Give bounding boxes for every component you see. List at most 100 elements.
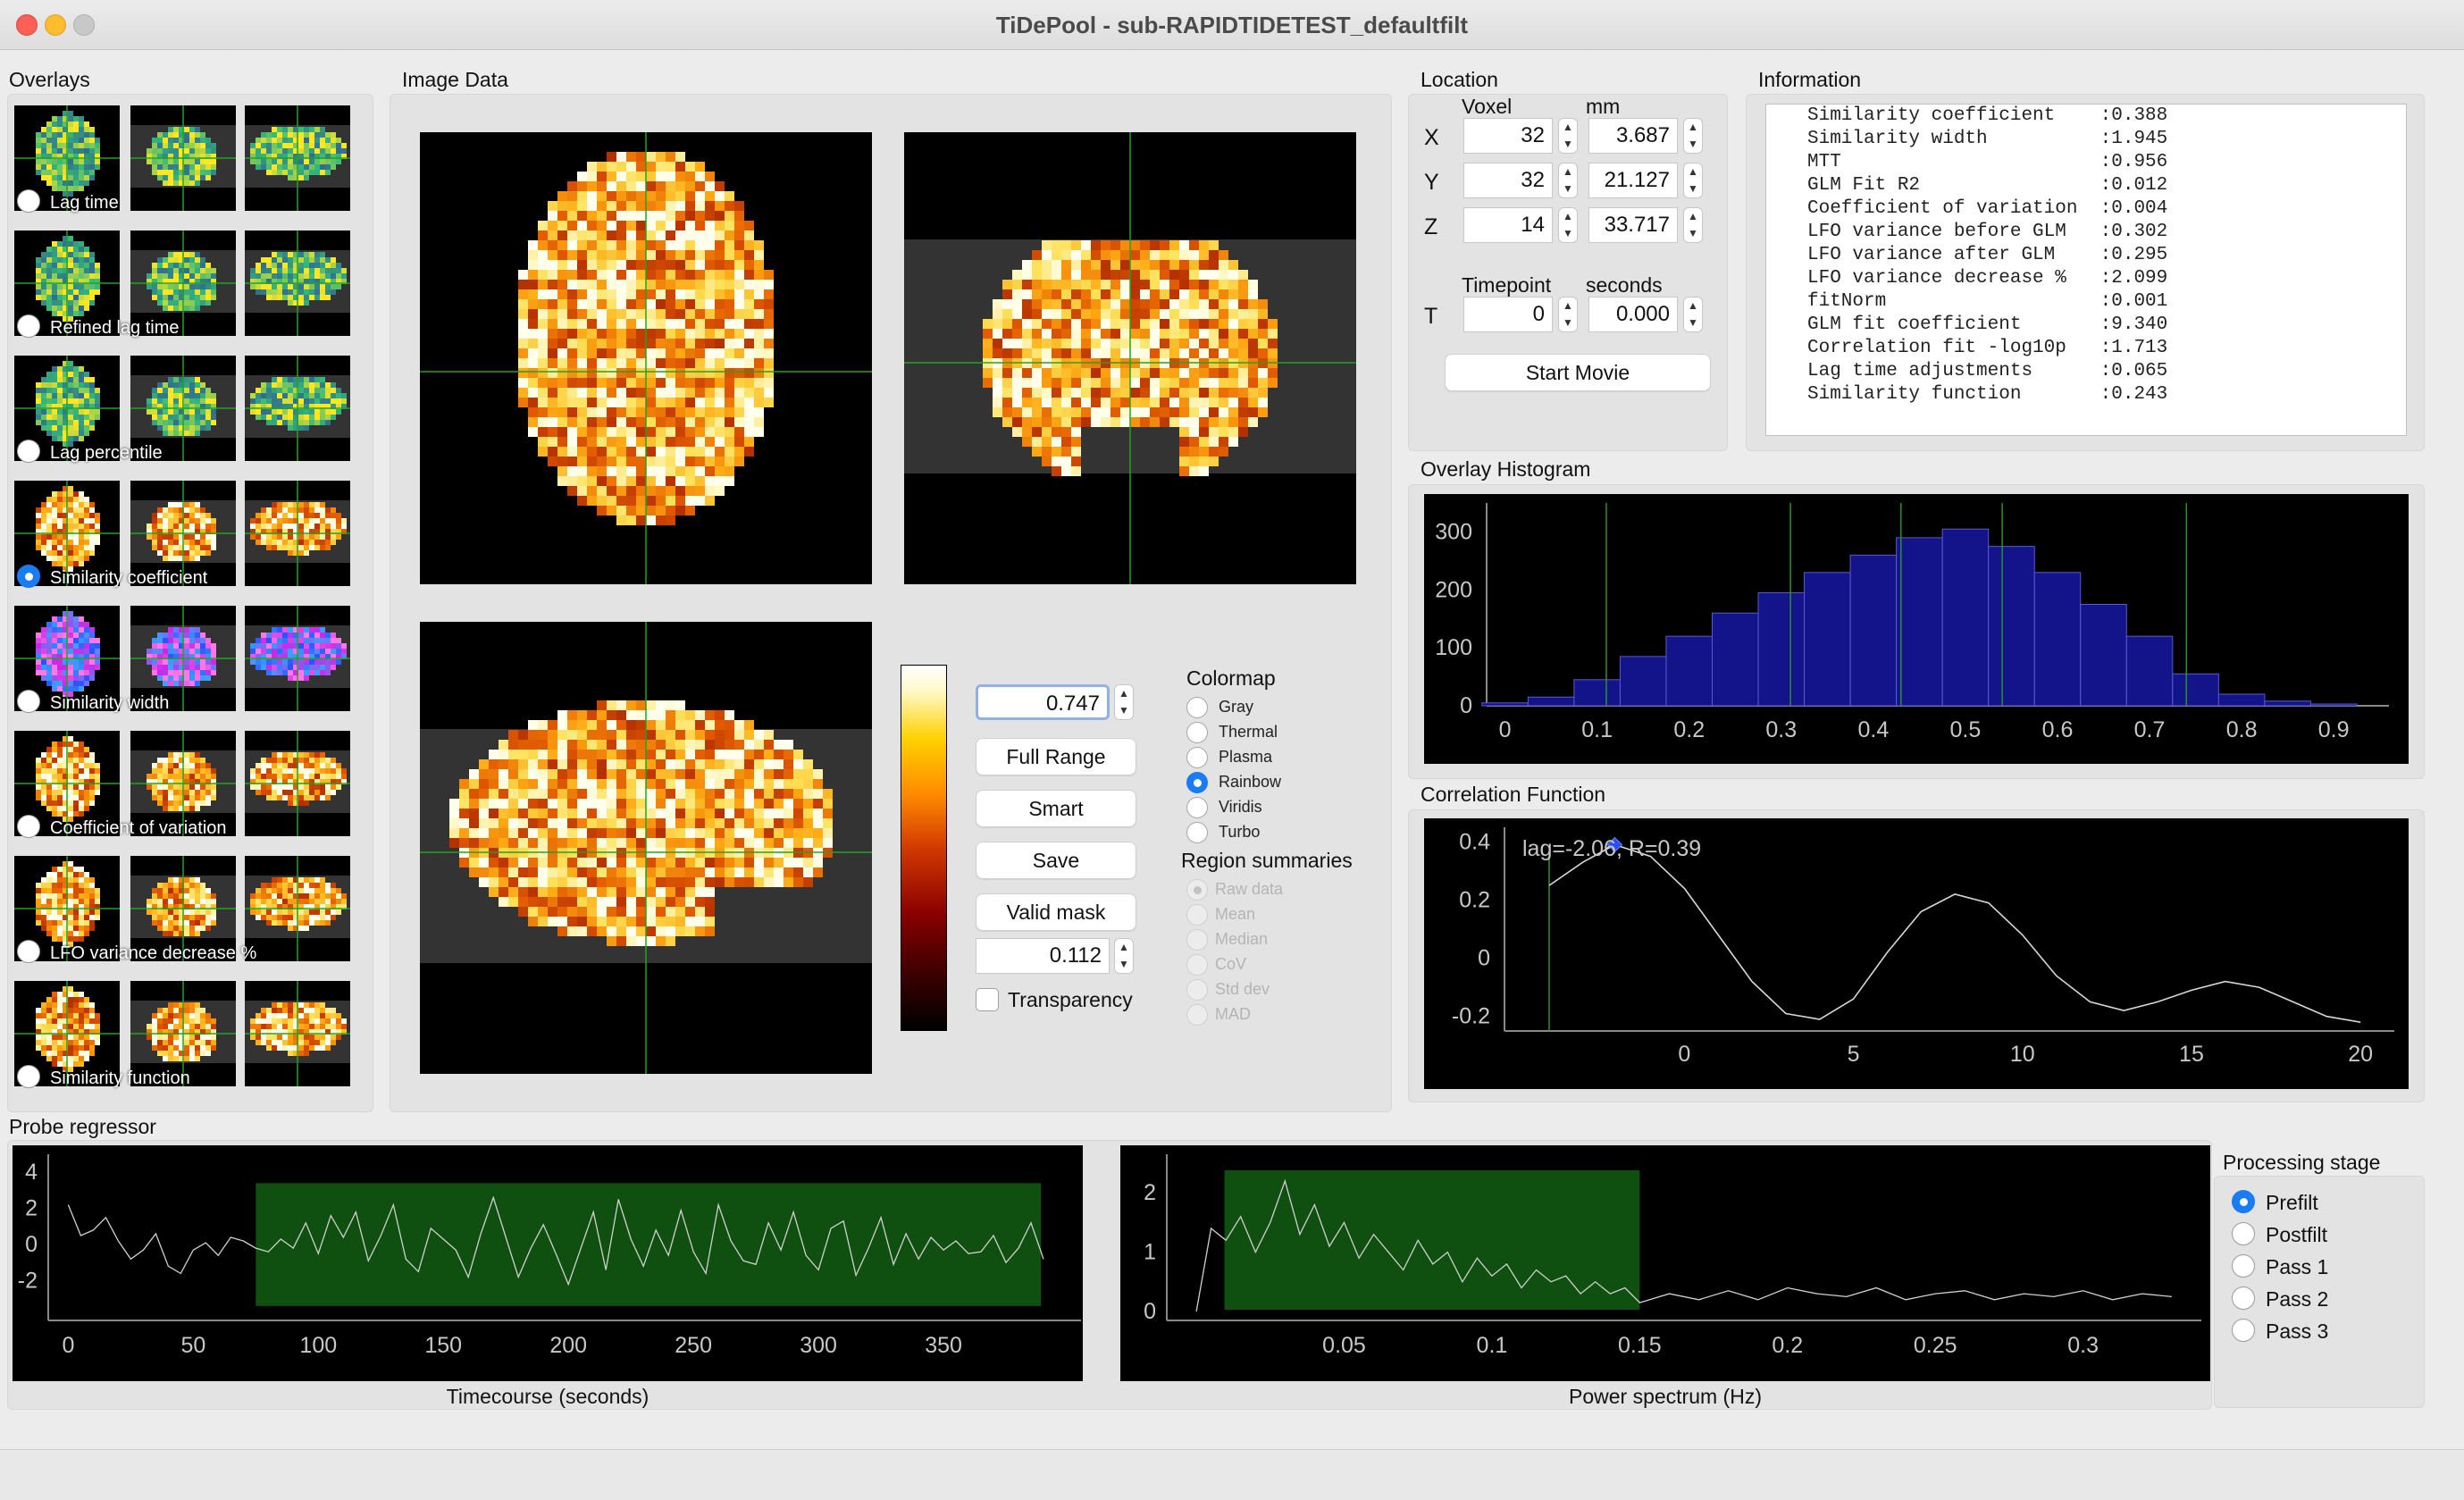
voxel-grid <box>36 736 100 822</box>
stage-radio[interactable] <box>2232 1319 2255 1342</box>
timecourse-y-tick-label: 0 <box>25 1232 38 1257</box>
hist-x-tick-label: 0 <box>1499 717 1512 742</box>
mm-stepper[interactable]: ▲ ▼ <box>1683 118 1703 154</box>
timepoint-stepper[interactable]: ▲ ▼ <box>1558 297 1578 332</box>
spectrum-svg: 2 1 0 0.05 0.1 0.15 0.2 0.25 0.3 <box>1144 1154 2201 1358</box>
overlay-radio[interactable] <box>17 815 40 838</box>
overlay-radio[interactable] <box>17 314 40 338</box>
stage-radio[interactable] <box>2232 1190 2255 1213</box>
overlay-thumb-coronal[interactable] <box>130 230 236 336</box>
voxel-input[interactable]: 14 <box>1463 207 1553 243</box>
timecourse-line <box>67 1195 1044 1286</box>
voxel-input[interactable]: 32 <box>1463 118 1553 154</box>
overlay-thumb-sagittal[interactable] <box>245 105 350 211</box>
max-value-stepper[interactable]: ▲ ▼ <box>1114 684 1134 720</box>
overlay-thumb-sagittal[interactable] <box>245 731 350 836</box>
transparency-checkbox[interactable] <box>976 988 999 1011</box>
histogram-svg: 300 200 100 0 0 0.1 0.2 0.3 0.4 0.5 0.6 0.7 0.8 0.9 <box>1435 503 2389 742</box>
voxel-grid <box>250 502 347 556</box>
region-radio <box>1186 879 1208 901</box>
overlay-radio[interactable] <box>17 690 40 713</box>
overlay-thumb-svg <box>130 606 236 711</box>
timecourse-x-tick-label: 300 <box>800 1333 837 1358</box>
overlay-thumb-coronal[interactable] <box>130 731 236 836</box>
spectrum-x-tick-label: 0.15 <box>1618 1333 1662 1358</box>
coronal-view[interactable] <box>904 132 1356 584</box>
overlay-thumb-sagittal[interactable] <box>245 230 350 336</box>
close-window-button[interactable] <box>16 14 38 36</box>
overlay-thumb-coronal[interactable] <box>130 981 236 1086</box>
overlay-radio[interactable] <box>17 440 40 463</box>
colormap-radio[interactable] <box>1186 772 1208 793</box>
minimize-window-button[interactable] <box>45 14 66 36</box>
hist-y-tick-label: 300 <box>1435 519 1472 544</box>
overlay-thumb-sagittal[interactable] <box>245 356 350 461</box>
overlay-radio[interactable] <box>17 940 40 963</box>
overlay-thumb-coronal[interactable] <box>130 481 236 586</box>
overlay-thumb-coronal[interactable] <box>130 606 236 711</box>
colormap-radio[interactable] <box>1186 822 1208 843</box>
overlay-thumb-axial[interactable] <box>14 981 120 1086</box>
spectrum-x-tick-label: 0.25 <box>1914 1333 1957 1358</box>
correlation-plot: lag=-2.06, R=0.39 0.4 0.2 0 -0.2 0 5 10 15 20 <box>1424 818 2409 1089</box>
overlay-thumb-coronal[interactable] <box>130 105 236 211</box>
max-value-input[interactable]: 0.747 <box>976 684 1110 720</box>
voxel-stepper[interactable]: ▲ ▼ <box>1558 207 1578 243</box>
overlay-thumb-sagittal[interactable] <box>245 981 350 1086</box>
colormap-radio[interactable] <box>1186 747 1208 768</box>
overlays-label: Overlays <box>9 68 90 91</box>
voxel-stepper[interactable]: ▲ ▼ <box>1558 163 1578 198</box>
stage-radio[interactable] <box>2232 1222 2255 1245</box>
voxel-grid <box>36 611 100 697</box>
stage-radio[interactable] <box>2232 1286 2255 1310</box>
overlay-thumb-sagittal[interactable] <box>245 856 350 961</box>
corr-line <box>1548 843 2361 1023</box>
stage-label: Pass 2 <box>2266 1287 2329 1311</box>
min-value-stepper[interactable]: ▲ ▼ <box>1114 938 1134 974</box>
hist-bars <box>1481 528 2358 707</box>
overlay-radio[interactable] <box>17 189 40 213</box>
voxel-grid <box>147 877 216 936</box>
overlay-thumb-sagittal[interactable] <box>245 481 350 586</box>
mm-stepper[interactable]: ▲ ▼ <box>1683 207 1703 243</box>
mm-input[interactable]: 3.687 <box>1588 118 1678 154</box>
stage-radio[interactable] <box>2232 1254 2255 1278</box>
timecourse-plot: 4 2 0 -2 0 50 100 150 200 250 300 350 <box>13 1145 1083 1381</box>
overlay-thumb-svg <box>14 481 120 586</box>
mm-stepper[interactable]: ▲ ▼ <box>1683 163 1703 198</box>
mm-input[interactable]: 33.717 <box>1588 207 1678 243</box>
start-movie-button[interactable]: Start Movie <box>1445 354 1711 391</box>
smart-button[interactable]: Smart <box>976 790 1136 827</box>
valid-mask-button[interactable]: Valid mask <box>976 893 1136 931</box>
overlay-thumb-axial[interactable] <box>14 606 120 711</box>
save-button[interactable]: Save <box>976 842 1136 879</box>
colormap-radio[interactable] <box>1186 697 1208 718</box>
overlay-thumb-coronal[interactable] <box>130 356 236 461</box>
overlay-thumb-svg <box>14 856 120 961</box>
hist-bar <box>1712 612 1759 707</box>
hist-bar <box>1573 679 1621 707</box>
overlay-thumb-coronal[interactable] <box>130 856 236 961</box>
voxel-stepper[interactable]: ▲ ▼ <box>1558 118 1578 154</box>
min-value-input[interactable]: 0.112 <box>976 938 1110 974</box>
timepoint-input[interactable]: 0 <box>1463 297 1553 332</box>
maximize-window-button[interactable] <box>73 14 95 36</box>
sagittal-view[interactable] <box>420 622 872 1074</box>
full-range-button[interactable]: Full Range <box>976 738 1136 775</box>
seconds-stepper[interactable]: ▲ ▼ <box>1683 297 1703 332</box>
overlay-radio[interactable] <box>17 565 40 588</box>
axial-view[interactable] <box>420 132 872 584</box>
seconds-input[interactable]: 0.000 <box>1588 297 1678 332</box>
info-row: Lag time adjustments :0.065 <box>1807 361 2168 381</box>
region-option-label: Mean <box>1215 905 1256 923</box>
overlay-thumb-svg <box>130 981 236 1086</box>
mm-input[interactable]: 21.127 <box>1588 163 1678 198</box>
overlay-thumb-sagittal[interactable] <box>245 606 350 711</box>
voxel-input[interactable]: 32 <box>1463 163 1553 198</box>
timecourse-x-tick-label: 200 <box>549 1333 587 1358</box>
colormap-radio[interactable] <box>1186 722 1208 743</box>
overlay-radio[interactable] <box>17 1065 40 1088</box>
colormap-radio[interactable] <box>1186 797 1208 818</box>
spectrum-x-tick-label: 0.05 <box>1322 1333 1366 1358</box>
stage-label: Prefilt <box>2266 1191 2318 1214</box>
